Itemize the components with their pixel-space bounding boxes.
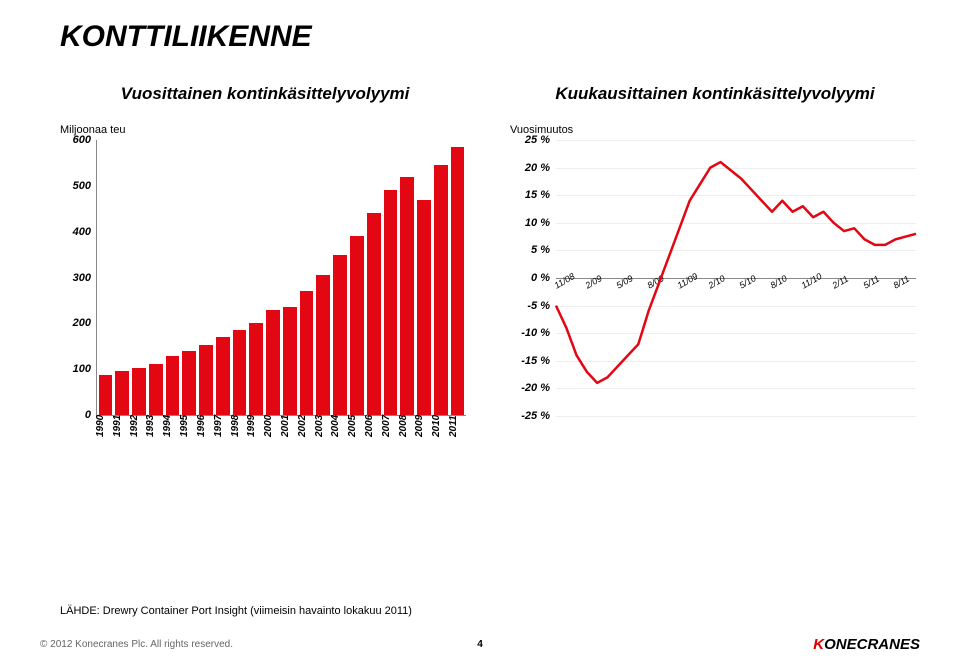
bar-x-tick-label: 2011 <box>449 416 466 440</box>
bar-x-tick-label: 2007 <box>382 416 399 440</box>
bar-y-tick-label: 500 <box>61 180 91 192</box>
bar-chart-subtitle: Miljoonaa teu <box>60 124 470 136</box>
bar <box>333 255 347 415</box>
bar-x-tick-label: 1991 <box>113 416 130 440</box>
bar-x-tick-label: 1998 <box>231 416 248 440</box>
bar-y-tick-label: 300 <box>61 272 91 284</box>
bar-chart-title: Vuosittainen kontinkäsittelyvolyymi <box>60 84 470 104</box>
line-y-tick-label: -10 % <box>510 327 550 339</box>
footer: © 2012 Konecranes Plc. All rights reserv… <box>0 636 960 653</box>
bar <box>316 275 330 415</box>
line-y-tick-label: 20 % <box>510 162 550 174</box>
line-chart-subtitle: Vuosimuutos <box>510 124 920 136</box>
bar <box>350 236 364 415</box>
bar-x-tick-label: 1996 <box>197 416 214 440</box>
bar-x-tick-label: 1995 <box>180 416 197 440</box>
bar <box>384 190 398 415</box>
brand-logo: KONECRANES <box>813 636 920 653</box>
line-y-tick-label: -15 % <box>510 355 550 367</box>
line-y-tick-label: 0 % <box>510 272 550 284</box>
bar <box>99 375 113 415</box>
bar <box>300 291 314 415</box>
bar-y-tick-label: 200 <box>61 317 91 329</box>
bar <box>367 213 381 415</box>
bar-y-tick-label: 400 <box>61 226 91 238</box>
page-number: 4 <box>333 639 626 650</box>
bar-x-tick-label: 2003 <box>315 416 332 440</box>
line-chart-area: -25 % -20 % -15 % -10 % -5 % 0 % 5 % 10 % 15 % 20… <box>510 140 920 440</box>
brand-rest: ONECRANES <box>824 636 920 653</box>
bar-x-tick-label: 2005 <box>348 416 365 440</box>
bar-x-tick-label: 2004 <box>331 416 348 440</box>
brand-first-letter: K <box>813 636 824 653</box>
bar <box>115 371 129 415</box>
bar <box>451 147 465 415</box>
bar <box>266 310 280 415</box>
bar-x-tick-label: 1990 <box>96 416 113 440</box>
bar-x-tick-label: 1997 <box>214 416 231 440</box>
page-title: KONTTILIIKENNE <box>60 20 920 54</box>
line-series <box>556 162 916 383</box>
bar <box>400 177 414 415</box>
bar <box>199 345 213 415</box>
bar-y-tick-label: 100 <box>61 363 91 375</box>
line-y-tick-label: 25 % <box>510 134 550 146</box>
bar-x-tick-label: 2001 <box>281 416 298 440</box>
bar <box>434 165 448 415</box>
copyright: © 2012 Konecranes Plc. All rights reserv… <box>0 639 333 650</box>
bar <box>417 200 431 415</box>
bar <box>166 356 180 415</box>
line-chart-block: Kuukausittainen kontinkäsittelyvolyymi V… <box>510 84 920 440</box>
bar-x-tick-label: 2010 <box>432 416 449 440</box>
bar <box>216 337 230 415</box>
line-y-tick-label: -20 % <box>510 382 550 394</box>
bar <box>149 364 163 415</box>
bar-x-tick-label: 2009 <box>415 416 432 440</box>
source-text: LÄHDE: Drewry Container Port Insight (vi… <box>60 605 412 617</box>
bar-x-tick-label: 2002 <box>298 416 315 440</box>
bar-y-tick-label: 0 <box>61 409 91 421</box>
line-y-tick-label: -25 % <box>510 410 550 422</box>
line-y-tick-label: 15 % <box>510 189 550 201</box>
line-y-tick-label: 5 % <box>510 244 550 256</box>
bar-x-tick-label: 1993 <box>146 416 163 440</box>
bar <box>132 368 146 415</box>
bar-x-tick-label: 1994 <box>163 416 180 440</box>
line-chart-title: Kuukausittainen kontinkäsittelyvolyymi <box>510 84 920 104</box>
bar-x-tick-label: 2008 <box>399 416 416 440</box>
bar-chart-block: Vuosittainen kontinkäsittelyvolyymi Milj… <box>60 84 470 440</box>
line-y-tick-label: 10 % <box>510 217 550 229</box>
bar <box>283 307 297 415</box>
bar <box>233 330 247 415</box>
bar <box>182 351 196 415</box>
bar-y-tick-label: 600 <box>61 134 91 146</box>
bar-chart-area: 0100200300400500600 19901991199219931994… <box>60 140 470 440</box>
bar-x-tick-label: 1999 <box>247 416 264 440</box>
bar-x-tick-label: 1992 <box>130 416 147 440</box>
bar-x-tick-label: 2006 <box>365 416 382 440</box>
bar-x-tick-label: 2000 <box>264 416 281 440</box>
bar <box>249 323 263 415</box>
line-y-tick-label: -5 % <box>510 300 550 312</box>
